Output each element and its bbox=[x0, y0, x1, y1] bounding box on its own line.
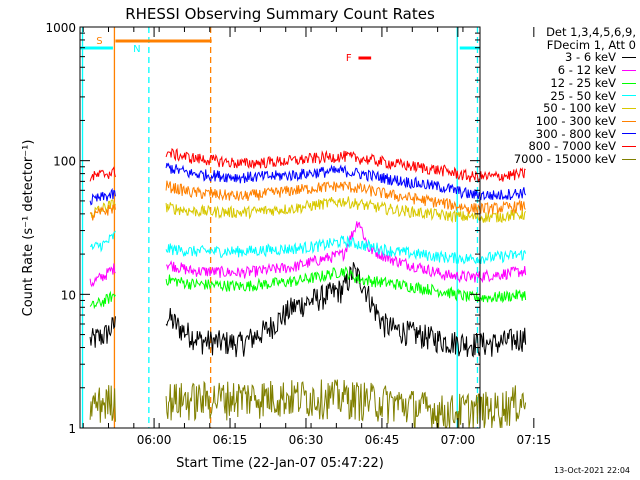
x-axis-label: Start Time (22-Jan-07 05:47:22) bbox=[176, 456, 384, 471]
legend-item: 100 - 300 keV bbox=[478, 115, 636, 128]
series-line bbox=[89, 263, 116, 288]
series-line bbox=[89, 316, 116, 348]
legend-label: 7000 - 15000 keV bbox=[513, 152, 616, 167]
timestamp: 13-Oct-2021 22:04 bbox=[554, 466, 630, 475]
night-label: N bbox=[133, 44, 140, 55]
legend-item: 6 - 12 keV bbox=[478, 64, 636, 77]
series-line bbox=[89, 204, 116, 221]
legend-item: 300 - 800 keV bbox=[478, 126, 636, 141]
flare-label: F bbox=[346, 53, 352, 64]
series-line bbox=[165, 262, 527, 358]
legend-header-line: FDecim 1, Att 0 bbox=[546, 37, 636, 52]
y-tick-label: 1000 bbox=[45, 21, 76, 35]
x-tick-label: 06:30 bbox=[289, 433, 324, 447]
series-line bbox=[89, 385, 116, 423]
legend-swatch bbox=[622, 146, 636, 148]
legend-swatch bbox=[622, 69, 636, 71]
legend: Det 1,3,4,5,6,9, FDecim 1, Att 0 3 - 6 k… bbox=[478, 26, 636, 166]
y-axis-label: Count Rate (s⁻¹ detector⁻¹) bbox=[21, 140, 36, 317]
saa-label: S bbox=[96, 36, 102, 47]
series-line bbox=[89, 290, 116, 310]
plot-frame bbox=[79, 26, 481, 429]
legend-label: 300 - 800 keV bbox=[535, 126, 616, 141]
legend-label: 800 - 7000 keV bbox=[528, 139, 616, 154]
legend-label: 3 - 6 keV bbox=[565, 50, 616, 65]
y-tick-label: 100 bbox=[53, 155, 76, 169]
legend-item: 3 - 6 keV bbox=[478, 51, 636, 64]
x-tick-label: 06:00 bbox=[137, 433, 172, 447]
legend-item: 800 - 7000 keV bbox=[478, 140, 636, 153]
series-layer bbox=[89, 147, 527, 429]
series-line bbox=[165, 266, 527, 304]
legend-item: 50 - 100 keV bbox=[478, 102, 636, 115]
legend-label: 50 - 100 keV bbox=[543, 101, 616, 116]
legend-label: 100 - 300 keV bbox=[535, 113, 616, 128]
legend-swatch bbox=[622, 158, 636, 160]
series-line bbox=[165, 147, 526, 183]
legend-header-line: Det 1,3,4,5,6,9, bbox=[546, 25, 636, 39]
legend-swatch bbox=[622, 108, 636, 110]
series-line bbox=[165, 180, 526, 215]
markers-layer: S N F bbox=[80, 27, 480, 428]
x-tick-label: 06:45 bbox=[365, 433, 400, 447]
legend-swatch bbox=[622, 95, 636, 97]
series-line bbox=[165, 235, 527, 265]
legend-item: 7000 - 15000 keV bbox=[478, 153, 636, 166]
legend-item: 25 - 50 keV bbox=[478, 88, 636, 103]
axis-layer: 1 10 100 1000 06:00 06:15 06:30 06:45 07:00 07:15 bbox=[45, 21, 551, 447]
chart-title: RHESSI Observing Summary Count Rates bbox=[125, 5, 435, 23]
legend-label: 6 - 12 keV bbox=[557, 63, 616, 78]
x-tick-label: 07:00 bbox=[441, 433, 476, 447]
x-tick-label: 06:15 bbox=[213, 433, 248, 447]
legend-swatch bbox=[622, 57, 636, 59]
legend-label: 12 - 25 keV bbox=[550, 75, 616, 90]
x-tick-label: 07:15 bbox=[517, 433, 552, 447]
legend-swatch bbox=[622, 120, 636, 122]
legend-swatch bbox=[622, 133, 636, 135]
y-tick-label: 1 bbox=[68, 422, 76, 436]
series-line bbox=[89, 187, 116, 206]
series-line bbox=[165, 379, 527, 429]
series-line bbox=[165, 196, 527, 224]
legend-item: 12 - 25 keV bbox=[478, 77, 636, 90]
series-line bbox=[89, 166, 116, 182]
y-tick-label: 10 bbox=[61, 288, 76, 302]
series-line bbox=[90, 230, 116, 253]
series-line bbox=[166, 221, 527, 284]
series-line bbox=[165, 162, 527, 201]
legend-swatch bbox=[622, 82, 636, 84]
legend-label: 25 - 50 keV bbox=[550, 88, 616, 103]
